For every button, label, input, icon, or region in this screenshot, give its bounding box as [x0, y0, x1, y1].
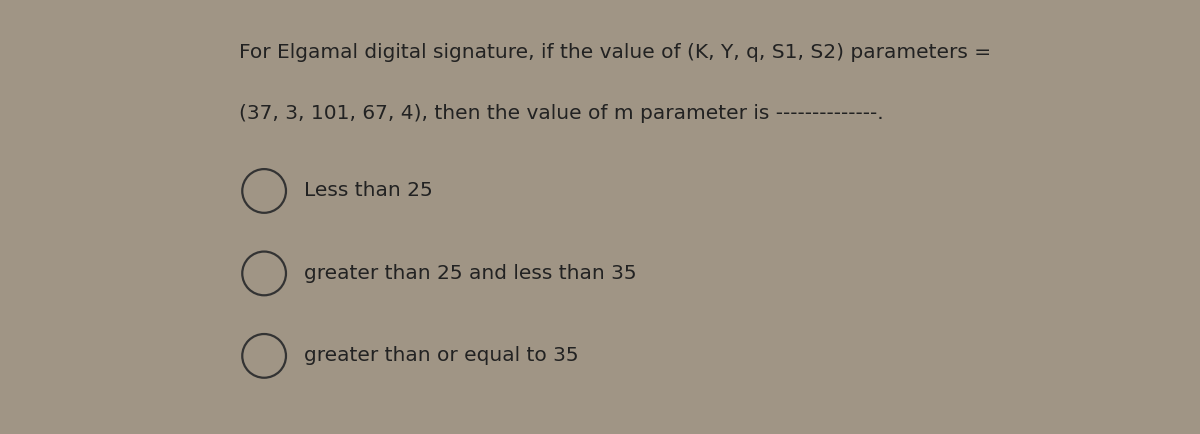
Text: (37, 3, 101, 67, 4), then the value of m parameter is --------------.: (37, 3, 101, 67, 4), then the value of m…	[239, 104, 884, 123]
Text: For Elgamal digital signature, if the value of (K, Y, q, S1, S2) parameters =: For Elgamal digital signature, if the va…	[239, 43, 991, 62]
Text: greater than or equal to 35: greater than or equal to 35	[304, 346, 578, 365]
Text: greater than 25 and less than 35: greater than 25 and less than 35	[304, 264, 636, 283]
Text: Less than 25: Less than 25	[304, 181, 433, 201]
